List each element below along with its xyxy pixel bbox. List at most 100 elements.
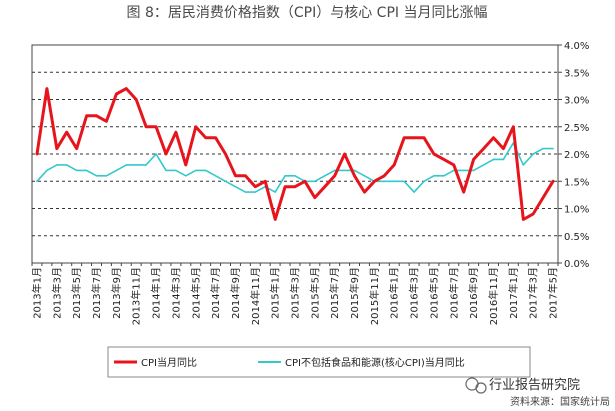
series-lines: [35, 87, 555, 221]
legend-label-cpi: CPI当月同比: [141, 356, 197, 369]
data-point-cpi: [294, 186, 296, 188]
data-point-cpi: [512, 126, 514, 128]
data-point-core-cpi: [234, 186, 237, 188]
y-tick-label: 4.0%: [564, 41, 589, 52]
data-point-core-cpi: [463, 169, 465, 171]
data-point-cpi: [155, 126, 157, 128]
data-point-cpi: [443, 158, 445, 160]
x-tick-label: 2014年1月: [150, 267, 163, 319]
data-point-core-cpi: [483, 164, 485, 166]
x-tick-label: 2016年11月: [487, 267, 500, 325]
data-point-core-cpi: [532, 153, 534, 155]
x-tick-label: 2016年3月: [408, 267, 421, 319]
data-point-core-cpi: [56, 164, 58, 166]
data-point-cpi: [363, 191, 366, 193]
data-point-core-cpi: [492, 158, 495, 160]
y-tick-label: 1.0%: [564, 205, 589, 216]
data-point-core-cpi: [522, 164, 524, 166]
x-tick-label: 2013年11月: [130, 267, 143, 325]
data-point-cpi: [344, 153, 346, 155]
data-point-cpi: [492, 137, 495, 139]
data-point-cpi: [185, 164, 187, 166]
x-tick-label: 2016年5月: [427, 267, 440, 319]
x-tick-label: 2014年5月: [189, 267, 202, 319]
data-point-cpi: [413, 137, 415, 139]
gridlines: [32, 71, 558, 237]
data-point-core-cpi: [314, 180, 316, 182]
data-point-core-cpi: [334, 169, 336, 171]
x-tick-label: 2017年1月: [507, 267, 520, 319]
data-point-core-cpi: [433, 175, 435, 177]
data-point-core-cpi: [135, 164, 137, 166]
data-point-core-cpi: [284, 175, 286, 177]
data-point-cpi: [46, 88, 48, 90]
y-tick-label: 3.5%: [564, 68, 589, 79]
data-point-core-cpi: [443, 175, 445, 177]
data-point-cpi: [542, 197, 544, 199]
data-point-core-cpi: [46, 169, 48, 171]
data-point-cpi: [56, 148, 58, 150]
data-point-core-cpi: [205, 169, 207, 171]
x-tick-label: 2016年7月: [447, 267, 460, 319]
data-point-core-cpi: [175, 169, 177, 171]
data-point-core-cpi: [353, 169, 356, 171]
x-tick-label: 2014年11月: [249, 267, 262, 325]
data-point-cpi: [254, 186, 256, 188]
x-tick-label: 2014年7月: [209, 267, 222, 319]
data-point-cpi: [433, 153, 435, 155]
data-point-core-cpi: [344, 169, 346, 171]
x-tick-label: 2016年1月: [388, 267, 401, 319]
data-point-cpi: [453, 164, 455, 166]
data-point-core-cpi: [383, 180, 385, 182]
data-point-cpi: [175, 131, 177, 133]
y-tick-label: 3.0%: [564, 96, 589, 107]
data-point-core-cpi: [95, 175, 98, 177]
data-point-cpi: [532, 213, 534, 215]
x-tick-label: 2014年9月: [229, 267, 242, 319]
x-tick-label: 2015年11月: [368, 267, 381, 325]
data-point-core-cpi: [423, 180, 425, 182]
data-point-core-cpi: [36, 180, 38, 182]
data-point-core-cpi: [125, 164, 127, 166]
data-point-core-cpi: [502, 158, 504, 160]
y-tick-label: 2.0%: [564, 150, 589, 161]
data-point-core-cpi: [145, 164, 147, 166]
data-point-core-cpi: [542, 148, 544, 150]
x-tick-label: 2015年1月: [269, 267, 282, 319]
data-point-cpi: [463, 191, 465, 193]
data-point-cpi: [502, 148, 504, 150]
y-tick-label: 2.5%: [564, 123, 589, 134]
data-point-cpi: [522, 218, 524, 220]
data-point-core-cpi: [244, 191, 246, 193]
data-point-cpi: [552, 180, 554, 182]
data-point-cpi: [115, 93, 117, 95]
data-point-cpi: [373, 180, 375, 182]
watermark-logo: [465, 377, 487, 394]
watermark-text: 行业报告研究院: [489, 378, 580, 393]
data-point-core-cpi: [66, 164, 68, 166]
data-point-cpi: [86, 115, 88, 117]
y-tick-label: 1.5%: [564, 177, 589, 188]
data-point-cpi: [76, 148, 78, 150]
x-tick-label: 2013年3月: [50, 267, 63, 319]
legend-box: [107, 346, 531, 378]
x-tick-label: 2016年9月: [467, 267, 480, 319]
data-point-cpi: [205, 137, 207, 139]
data-point-cpi: [423, 137, 425, 139]
legend-label-core-cpi: CPI不包括食品和能源(核心CPI)当月同比: [285, 356, 465, 369]
data-point-core-cpi: [274, 191, 276, 193]
x-tick-label: 2015年7月: [328, 267, 341, 319]
data-point-cpi: [224, 153, 227, 155]
data-point-core-cpi: [413, 191, 415, 193]
data-point-cpi: [403, 137, 405, 139]
series-line-cpi: [35, 87, 555, 221]
data-point-cpi: [195, 126, 197, 128]
x-tick-label: 2013年1月: [30, 267, 43, 319]
data-point-cpi: [125, 88, 127, 90]
data-point-core-cpi: [254, 191, 256, 193]
x-tick-label: 2014年3月: [169, 267, 182, 319]
data-point-cpi: [383, 175, 385, 177]
series-line-core-cpi: [36, 142, 554, 193]
data-point-cpi: [234, 175, 237, 177]
